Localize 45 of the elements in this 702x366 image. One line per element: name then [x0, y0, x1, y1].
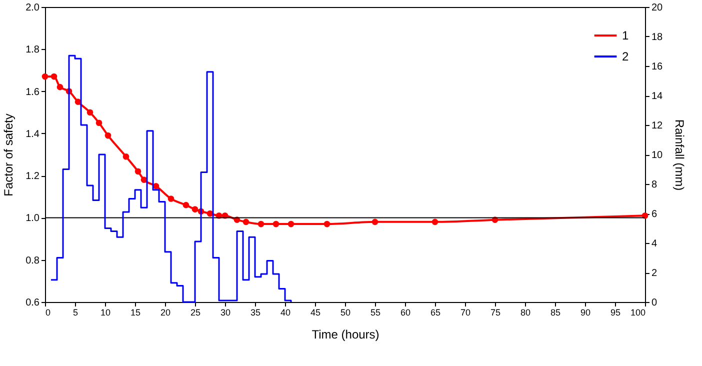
x-tick-label: 55	[370, 308, 381, 318]
y2-tick-label: 20	[652, 2, 664, 14]
y2-tick-label: 8	[652, 180, 658, 190]
x-tick-label: 70	[460, 308, 471, 318]
y2-axis-title: Rainfall (mm)	[672, 119, 687, 191]
y-tick-label: 1.2	[26, 171, 40, 182]
y-tick-label: 0.8	[26, 255, 40, 266]
x-axis-title: Time (hours)	[312, 328, 380, 342]
x-tick-label: 80	[520, 308, 531, 318]
y-axis-title: Factor of safety	[2, 114, 16, 196]
y2-tick-label: 4	[652, 238, 658, 250]
x-tick-label: 100	[630, 308, 646, 318]
legend-label: 1	[622, 28, 629, 42]
x-tick-label: 95	[610, 308, 621, 318]
x-tick-label: 40	[280, 308, 291, 318]
x-tick-label: 20	[160, 308, 171, 318]
y2-tick-label: 12	[652, 120, 664, 132]
y-tick-label: 2.0	[26, 2, 40, 14]
y-tick-label: 1.4	[26, 128, 40, 140]
y2-tick-label: 16	[652, 62, 664, 72]
x-tick-label: 75	[490, 308, 501, 318]
x-tick-label: 5	[72, 308, 78, 318]
x-tick-label: 30	[220, 308, 231, 318]
x-tick-label: 85	[550, 308, 561, 318]
legend-label: 2	[622, 50, 629, 64]
x-tick-label: 50	[340, 308, 351, 318]
y2-tick-label: 6	[652, 209, 658, 220]
x-tick-label: 45	[310, 308, 321, 318]
y-tick-label: 1.8	[26, 44, 40, 56]
y2-tick-label: 0	[652, 298, 658, 308]
y-tick-label: 1.0	[26, 213, 40, 224]
y2-tick-label: 2	[652, 268, 658, 279]
x-tick-label: 35	[250, 308, 261, 318]
x-tick-label: 25	[190, 308, 201, 318]
y2-tick-label: 18	[652, 32, 664, 43]
y-tick-label: 0.6	[26, 298, 40, 308]
x-tick-label: 65	[430, 308, 441, 318]
x-tick-label: 10	[100, 308, 111, 318]
x-tick-label: 90	[580, 308, 591, 318]
y2-tick-label: 14	[652, 91, 664, 102]
x-tick-label: 60	[400, 308, 411, 318]
x-tick-label: 0	[46, 308, 51, 318]
y-tick-label: 1.6	[26, 86, 40, 98]
y2-tick-label: 10	[652, 150, 664, 161]
x-tick-label: 15	[130, 308, 141, 318]
